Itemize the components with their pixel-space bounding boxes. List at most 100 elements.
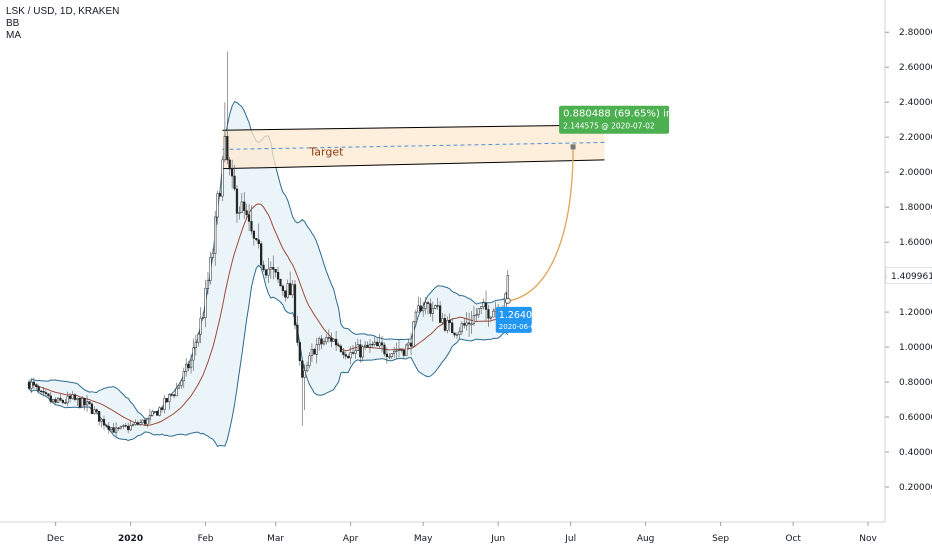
candle-body	[286, 283, 289, 298]
candle	[156, 411, 159, 416]
candle	[180, 380, 183, 389]
candle	[310, 343, 314, 362]
candle-body	[192, 347, 195, 361]
symbol-title[interactable]: LSK / USD, 1D, KRAKEN	[6, 6, 120, 17]
candle-body	[463, 323, 466, 326]
candle	[165, 398, 168, 403]
candle-body	[156, 411, 159, 416]
candle	[131, 423, 135, 427]
candle	[301, 357, 304, 426]
candle	[223, 102, 226, 163]
candle-body	[30, 381, 33, 389]
candle-body	[257, 239, 260, 245]
candle	[368, 339, 372, 353]
candle	[438, 301, 442, 323]
candle	[395, 342, 398, 360]
candle	[27, 379, 31, 391]
candle	[47, 393, 50, 398]
candle-body	[73, 394, 77, 400]
candle-body	[187, 363, 190, 369]
candle-body	[443, 318, 447, 331]
candle	[201, 312, 205, 319]
candle-body	[419, 305, 422, 312]
candle-body	[52, 399, 55, 402]
candle-body	[390, 353, 393, 357]
candle-body	[409, 342, 413, 347]
candle	[313, 348, 316, 355]
candle	[44, 389, 48, 397]
candle-body	[347, 356, 350, 359]
candle	[255, 237, 258, 242]
candle-body	[465, 322, 468, 326]
target-zone-label: Target	[308, 146, 344, 159]
candle-body	[112, 427, 115, 433]
candle-body	[206, 280, 210, 289]
candle-body	[310, 349, 314, 357]
candle-body	[366, 344, 369, 348]
candle	[102, 415, 106, 430]
y-tick-label: 2.200000	[899, 133, 932, 143]
candle-body	[39, 390, 43, 393]
candle	[235, 185, 239, 223]
candle	[281, 284, 285, 297]
y-tick-label: 1.000000	[899, 343, 932, 353]
candle	[216, 190, 219, 225]
candle-body	[197, 333, 200, 343]
candle	[315, 337, 318, 364]
candle-body	[349, 352, 352, 359]
candle-body	[59, 397, 62, 401]
candle-body	[37, 386, 40, 392]
candle	[320, 334, 323, 350]
candle	[385, 347, 389, 364]
candle	[262, 260, 265, 272]
candle-body	[165, 398, 168, 403]
candle-body	[393, 350, 396, 354]
candle-body	[342, 351, 345, 355]
candle-body	[305, 365, 309, 372]
candle	[199, 307, 202, 344]
candle	[289, 271, 292, 296]
candle	[344, 351, 347, 360]
start-price-text: 1.264087	[499, 310, 544, 321]
candle	[160, 406, 164, 413]
candle	[163, 395, 166, 414]
candle-body	[475, 314, 478, 316]
y-tick-label: 1.600000	[899, 238, 932, 248]
candle	[139, 419, 142, 427]
measure-label-text: 0.880488 (69.65%) in 27d	[563, 109, 694, 120]
candle	[257, 223, 260, 249]
candle-body	[267, 268, 270, 276]
candle	[39, 390, 43, 396]
candle	[192, 338, 195, 371]
candle-body	[42, 391, 45, 393]
candle	[124, 423, 127, 428]
indicator-bb-label[interactable]: BB	[6, 18, 20, 29]
candle-body	[383, 344, 386, 355]
candle	[122, 423, 125, 430]
candle-body	[163, 398, 166, 410]
candle-body	[448, 319, 451, 324]
candle-body	[56, 397, 60, 403]
candle-body	[201, 317, 205, 319]
candle	[194, 334, 197, 356]
candle-body	[146, 418, 149, 425]
projection-start-point	[504, 297, 511, 304]
candle-body	[334, 338, 338, 346]
candle	[189, 354, 193, 374]
y-tick-label: 1.200000	[899, 308, 932, 318]
candle-body	[361, 346, 364, 358]
candle-body	[98, 411, 101, 422]
candle	[100, 419, 103, 428]
candle-body	[102, 419, 106, 426]
candle-body	[221, 159, 224, 197]
candle-body	[107, 425, 110, 430]
y-tick-label: 2.400000	[899, 98, 932, 108]
candle	[276, 266, 280, 284]
candle	[400, 349, 403, 353]
candle-body	[431, 308, 434, 314]
candle	[214, 210, 217, 266]
indicator-ma-label[interactable]: MA	[6, 30, 21, 41]
candle	[402, 348, 405, 359]
candle-body	[484, 302, 488, 310]
